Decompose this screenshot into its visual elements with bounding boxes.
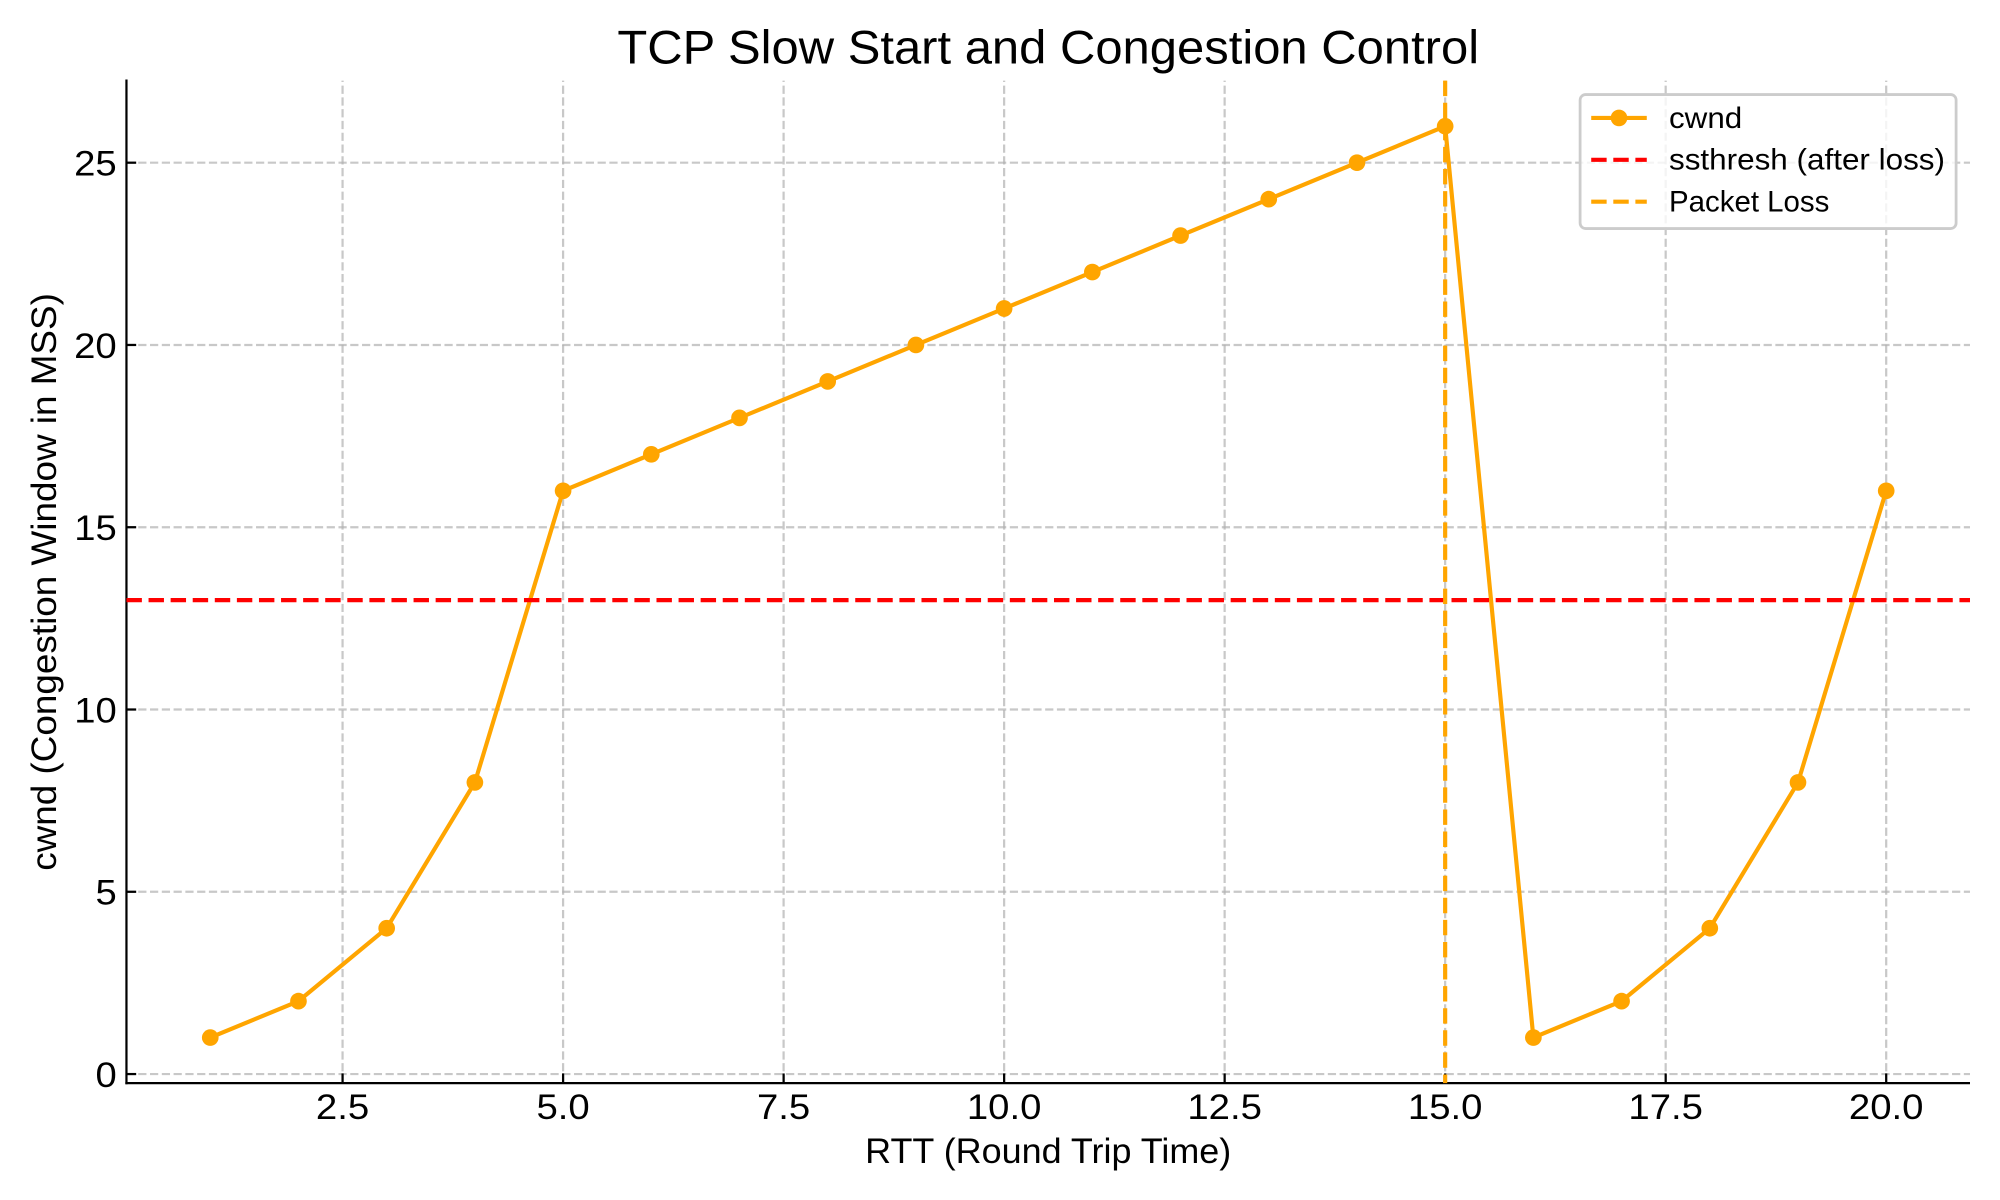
svg-text:RTT (Round Trip Time): RTT (Round Trip Time) [865, 1132, 1231, 1171]
svg-text:5: 5 [95, 874, 116, 913]
svg-text:10.0: 10.0 [967, 1088, 1042, 1127]
svg-text:12.5: 12.5 [1187, 1088, 1262, 1127]
svg-text:25: 25 [74, 145, 117, 184]
svg-text:ssthresh (after loss): ssthresh (after loss) [1669, 144, 1945, 177]
svg-text:Packet Loss: Packet Loss [1669, 186, 1829, 219]
svg-text:cwnd (Congestion Window in MSS: cwnd (Congestion Window in MSS) [25, 293, 64, 871]
svg-text:15.0: 15.0 [1408, 1088, 1483, 1127]
svg-text:cwnd: cwnd [1669, 102, 1742, 135]
svg-text:20.0: 20.0 [1849, 1088, 1924, 1127]
svg-text:0: 0 [95, 1056, 116, 1095]
svg-text:7.5: 7.5 [757, 1088, 810, 1127]
svg-text:20: 20 [74, 327, 117, 366]
svg-text:TCP Slow Start and Congestion: TCP Slow Start and Congestion Control [617, 21, 1479, 74]
svg-text:2.5: 2.5 [316, 1088, 369, 1127]
svg-text:15: 15 [74, 509, 117, 548]
svg-text:10: 10 [74, 691, 117, 730]
svg-text:5.0: 5.0 [536, 1088, 589, 1127]
svg-text:17.5: 17.5 [1628, 1088, 1703, 1127]
